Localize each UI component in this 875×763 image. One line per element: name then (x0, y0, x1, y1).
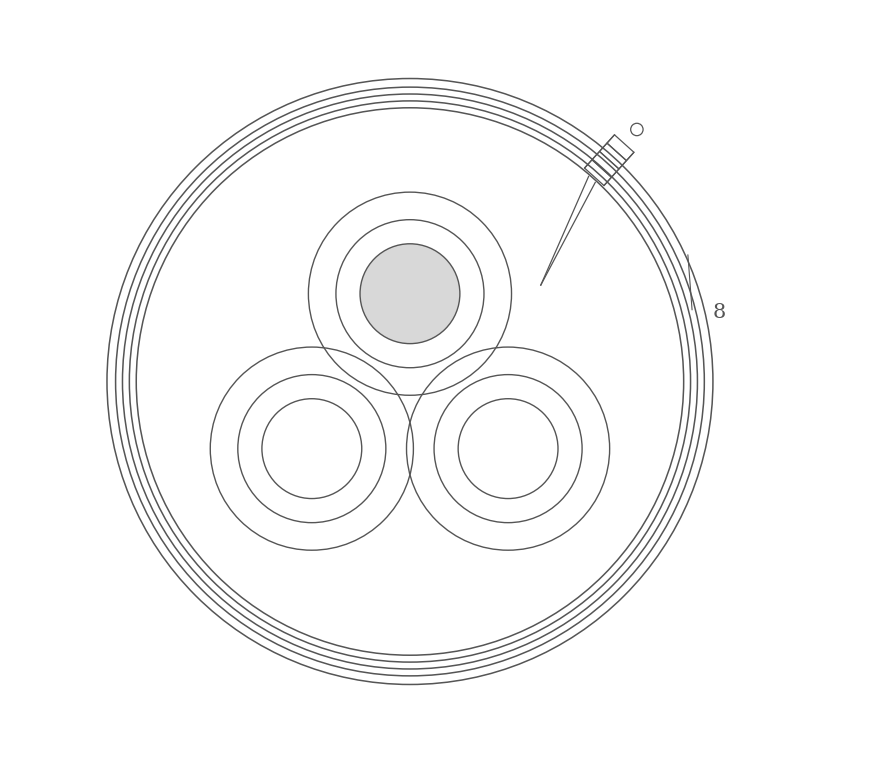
Circle shape (360, 244, 460, 343)
Text: 8: 8 (713, 303, 726, 322)
